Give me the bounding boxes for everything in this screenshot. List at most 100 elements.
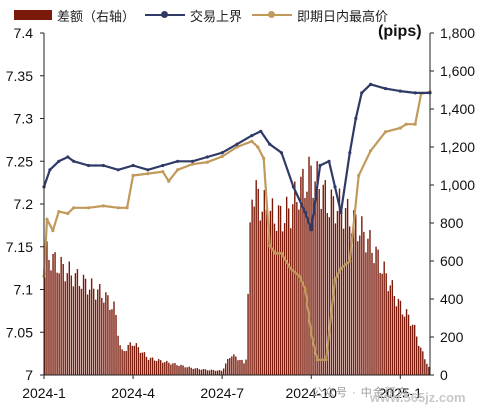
diff-bar	[387, 291, 389, 375]
diff-bar	[379, 272, 381, 375]
upper-bound-point	[48, 168, 52, 172]
diff-bar	[269, 210, 272, 375]
diff-bar	[72, 286, 75, 375]
spot-high-point	[235, 145, 239, 149]
diff-bar	[82, 274, 85, 375]
diff-bar	[271, 198, 274, 375]
upper-bound-point	[348, 151, 352, 155]
diff-bar	[66, 273, 68, 375]
right-tick-label: 1,200	[440, 139, 475, 155]
diff-bar	[405, 309, 408, 375]
axes: 7 7.05 7.1 7.15 7.2 7.25 7.3 7.35 7.4 0 200 400 600 8…	[6, 25, 475, 401]
right-tick-label: 1,600	[440, 63, 475, 79]
diff-bar	[253, 206, 255, 375]
right-tick-label: 200	[440, 329, 464, 345]
upper-bound-point	[309, 228, 313, 232]
left-tick-label: 7.1	[14, 282, 34, 298]
diff-bar	[216, 370, 219, 375]
diff-bar	[101, 297, 103, 375]
diff-bar	[267, 230, 270, 375]
diff-bar	[294, 181, 296, 375]
x-tick-label: 2024-10	[286, 385, 338, 401]
spot-high-point	[324, 358, 328, 362]
left-tick-label: 7.35	[6, 68, 33, 84]
spot-high-point	[288, 267, 292, 271]
diff-bar	[247, 293, 249, 375]
diff-bars	[44, 156, 430, 375]
spot-high-point	[190, 162, 195, 166]
diff-bar	[292, 204, 294, 375]
diff-bar	[277, 205, 280, 375]
diff-bar	[188, 366, 190, 375]
diff-bar	[306, 191, 308, 375]
diff-bar	[288, 208, 290, 375]
diff-bar	[162, 362, 164, 375]
spot-high-point	[315, 358, 319, 362]
diff-bar	[178, 365, 180, 375]
spot-high-point	[303, 287, 307, 292]
diff-bar	[420, 347, 422, 375]
diff-bar	[153, 360, 156, 375]
diff-bar	[265, 209, 268, 375]
left-tick-label: 7.15	[6, 239, 33, 255]
diff-bar	[283, 223, 286, 375]
diff-bar	[172, 363, 174, 375]
right-tick-label: 0	[440, 367, 448, 383]
diff-bar	[261, 211, 263, 375]
upper-bound-point	[176, 159, 180, 163]
diff-bar	[251, 199, 253, 375]
left-tick-label: 7.25	[6, 153, 33, 169]
diff-bar	[192, 369, 194, 375]
series-lines	[42, 82, 432, 362]
legend-swatch-bars	[14, 10, 52, 20]
diff-bar	[385, 273, 387, 375]
right-axis-unit: (pips)	[378, 23, 422, 40]
diff-bar	[415, 336, 418, 375]
diff-bar	[125, 351, 127, 375]
legend-swatch-upper-bound	[145, 10, 186, 20]
diff-bar	[176, 365, 178, 375]
left-tick-label: 7.2	[14, 196, 34, 212]
spot-high-point	[256, 145, 260, 149]
spot-high-point	[86, 206, 91, 210]
diff-bar	[259, 220, 261, 375]
upper-bound-point	[360, 91, 364, 95]
diff-bar	[241, 359, 243, 375]
diff-bar	[139, 352, 142, 375]
left-tick-label: 7.3	[14, 111, 34, 127]
diff-bar	[111, 309, 113, 375]
diff-bar	[149, 357, 152, 375]
x-tick-label: 2024-4	[111, 385, 155, 401]
spot-high-point	[339, 267, 343, 271]
upper-bound-point	[86, 163, 91, 168]
spot-high-point	[57, 210, 61, 214]
right-tick-label: 400	[440, 291, 464, 307]
diff-bar	[58, 273, 60, 375]
upper-bound-point	[318, 163, 322, 168]
diff-bar	[389, 285, 391, 375]
diff-bar	[164, 362, 166, 375]
diff-bar	[60, 256, 62, 375]
diff-bar	[424, 359, 426, 375]
left-tick-label: 7	[25, 367, 33, 383]
upper-bound-point	[250, 134, 254, 138]
diff-bar	[326, 213, 329, 375]
diff-bar	[310, 165, 312, 375]
diff-bar	[135, 343, 138, 375]
diff-bar	[411, 324, 414, 375]
spot-high-point	[51, 229, 55, 233]
diff-bar	[88, 289, 91, 375]
upper-bound-point	[116, 168, 120, 172]
diff-bar	[80, 288, 83, 375]
diff-bar	[369, 230, 371, 375]
legend-label-bars: 差额（右轴）	[57, 8, 136, 24]
legend-item-spot-high: 即期日内最高价	[252, 6, 388, 25]
diff-bar	[239, 359, 241, 375]
upper-bound-point	[333, 185, 337, 189]
diff-bar	[348, 226, 351, 375]
diff-bar	[371, 252, 373, 375]
diff-bar	[107, 295, 109, 375]
diff-bar	[210, 369, 213, 375]
diff-bar	[395, 306, 398, 375]
